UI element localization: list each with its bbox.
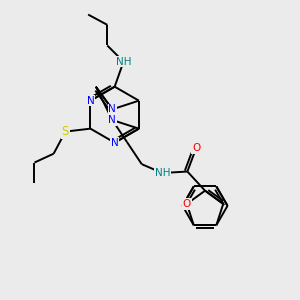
Text: N: N xyxy=(108,104,116,114)
Text: N: N xyxy=(108,115,116,125)
Text: N: N xyxy=(111,138,119,148)
Text: N: N xyxy=(87,96,94,106)
Text: N: N xyxy=(87,96,94,106)
Text: N: N xyxy=(111,138,119,148)
Text: NH: NH xyxy=(154,168,170,178)
Text: NH: NH xyxy=(116,57,131,67)
Text: NH: NH xyxy=(116,57,131,67)
Text: O: O xyxy=(192,143,200,153)
Text: O: O xyxy=(183,199,191,209)
Text: N: N xyxy=(108,115,116,125)
Text: O: O xyxy=(192,143,200,153)
Text: O: O xyxy=(183,199,191,209)
Text: S: S xyxy=(62,125,69,138)
Text: NH: NH xyxy=(154,168,170,178)
Text: S: S xyxy=(62,125,69,138)
Text: N: N xyxy=(108,104,116,114)
